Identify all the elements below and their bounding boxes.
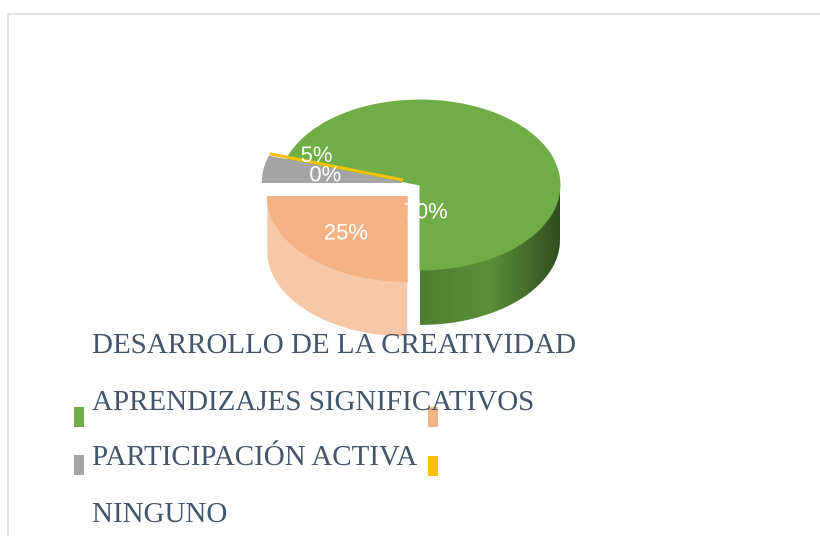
legend-label: DESARROLLO DE LA CREATIVIDAD: [92, 328, 576, 360]
legend-marker: [74, 407, 84, 427]
data-label: 5%: [301, 142, 333, 167]
legend-marker: [428, 407, 438, 427]
legend-marker: [428, 456, 438, 476]
chart-frame: [7, 13, 820, 536]
pie-slice: [266, 195, 408, 282]
pie-slice: [269, 152, 404, 182]
pie-slice: [286, 99, 561, 271]
legend-label: APRENDIZAJES SIGNIFICATIVOS: [92, 385, 534, 417]
legend-label: PARTICIPACIÓN ACTIVA: [92, 439, 417, 472]
pie-slice-side: [420, 185, 560, 325]
pie-slice: [261, 155, 403, 183]
data-label: 70%: [404, 198, 448, 223]
legend-marker: [74, 455, 84, 475]
data-label: 0%: [309, 162, 341, 187]
legend: DESARROLLO DE LA CREATIVIDAD APRENDIZAJES…: [74, 328, 576, 529]
pie: 70% 25% 5%0%: [261, 99, 561, 337]
data-label: 25%: [324, 220, 368, 245]
pie-slice-side: [267, 196, 408, 337]
legend-label: NINGUNO: [92, 497, 227, 529]
